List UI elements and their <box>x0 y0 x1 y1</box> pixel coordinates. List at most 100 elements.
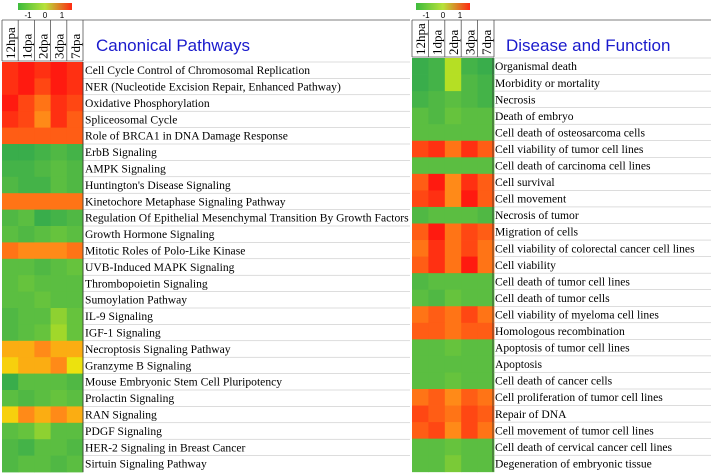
heatmap-cell <box>412 438 429 456</box>
heatmap-cell <box>66 144 84 161</box>
heatmap-cell <box>18 62 35 79</box>
heatmap-cell <box>2 94 19 112</box>
row-label: Cell viability of myeloma cell lines <box>495 308 659 321</box>
color-legend: -1 0 1 <box>18 3 72 20</box>
heatmap-cell <box>2 357 19 374</box>
legend-tick-label: 0 <box>43 11 48 20</box>
heatmap-cell <box>2 340 19 358</box>
heatmap-cell <box>50 160 68 178</box>
heatmap-cell <box>18 127 35 145</box>
heatmap-cell <box>50 94 68 112</box>
heatmap-cell <box>50 357 68 374</box>
heatmap-cell <box>444 422 462 440</box>
heatmap-cell <box>18 144 35 161</box>
heatmap-cell <box>50 373 68 391</box>
heatmap-cell <box>50 324 68 342</box>
heatmap-cell <box>428 240 446 257</box>
heatmap-cell <box>412 339 429 357</box>
row-label: Role of BRCA1 in DNA Damage Response <box>85 130 288 143</box>
heatmap-cell <box>444 173 462 191</box>
heatmap-cell <box>444 240 462 257</box>
heatmap-cell <box>412 140 429 158</box>
heatmap-cell <box>50 242 68 260</box>
heatmap-cell <box>18 111 35 128</box>
heatmap-cell <box>477 124 495 142</box>
heatmap-cell <box>444 107 462 125</box>
row-label: Cell Cycle Control of Chromosomal Replic… <box>85 64 310 77</box>
heatmap-cell <box>477 438 495 456</box>
heatmap-cell <box>412 322 429 340</box>
heatmap-cell <box>444 339 462 357</box>
row-label: Oxidative Phosphorylation <box>85 97 210 110</box>
heatmap-cell <box>428 355 446 373</box>
row-label: Huntington's Disease Signaling <box>85 179 231 192</box>
row-label: Cell movement of tumor cell lines <box>495 424 654 437</box>
heatmap-cell <box>50 193 68 210</box>
heatmap-cell <box>50 78 68 96</box>
heatmap-cell <box>444 140 462 158</box>
row-label: Organismal death <box>495 60 577 73</box>
heatmap-cell <box>18 226 35 243</box>
legend-tick-label: 1 <box>458 11 463 20</box>
heatmap-cell <box>477 157 495 175</box>
disease-function-title: Disease and Function <box>506 36 671 55</box>
heatmap-cell <box>412 372 429 390</box>
heatmap-cell <box>477 256 495 274</box>
heatmap-cell <box>66 455 84 473</box>
heatmap-cell <box>477 455 495 473</box>
heatmap-cell <box>2 324 19 342</box>
heatmap-cell <box>477 405 495 423</box>
row-label: Morbidity or mortality <box>495 77 600 90</box>
heatmap-cell <box>477 273 495 291</box>
heatmap-cell <box>2 62 19 79</box>
heatmap-cell <box>34 291 51 309</box>
heatmap-cell <box>66 308 84 325</box>
heatmap-cell <box>412 124 429 142</box>
heatmap-cell <box>428 206 446 224</box>
heatmap-cell <box>477 389 495 406</box>
heatmap-cell <box>34 324 51 342</box>
heatmap-cell <box>477 422 495 440</box>
heatmap-cell <box>50 127 68 145</box>
heatmap-cell <box>18 357 35 374</box>
heatmap-cell <box>477 322 495 340</box>
heatmap-cell <box>50 390 68 407</box>
heatmap-cell <box>34 127 51 145</box>
heatmap-cell <box>477 372 495 390</box>
heatmap-cell <box>412 107 429 125</box>
heatmap-cell <box>34 176 51 194</box>
heatmap-cell <box>50 176 68 194</box>
heatmap-cell <box>50 308 68 325</box>
heatmap-cell <box>412 240 429 257</box>
heatmap-cell <box>66 324 84 342</box>
heatmap-cell <box>50 258 68 276</box>
row-label: Thrombopoietin Signaling <box>85 277 208 290</box>
heatmap-cell <box>50 62 68 79</box>
row-label: Growth Hormone Signaling <box>85 228 215 241</box>
heatmap-cell <box>461 372 478 390</box>
heatmap-cell <box>461 107 478 125</box>
heatmap-cell <box>461 124 478 142</box>
row-label: Cell viability <box>495 259 556 272</box>
row-label: Cell death of tumor cells <box>495 292 610 305</box>
heatmap-cell <box>444 223 462 241</box>
heatmap-cell <box>34 422 51 440</box>
heatmap-cell <box>66 127 84 145</box>
heatmap-cell <box>34 406 51 424</box>
heatmap-cell <box>2 373 19 391</box>
column-label: 7dpa <box>479 30 494 56</box>
row-label: UVB-Induced MAPK Signaling <box>85 261 235 274</box>
heatmap-cell <box>50 144 68 161</box>
color-legend: -1 0 1 <box>416 3 470 20</box>
heatmap-cell <box>66 406 84 424</box>
heatmap-cell <box>34 242 51 260</box>
heatmap-cell <box>428 157 446 175</box>
heatmap-cell <box>2 78 19 96</box>
row-label: Cell death of carcinoma cell lines <box>495 160 651 173</box>
heatmap-cell <box>18 373 35 391</box>
legend-tick-label: 1 <box>60 11 65 20</box>
canonical-pathways-title: Canonical Pathways <box>96 36 251 55</box>
heatmap-cell <box>2 258 19 276</box>
